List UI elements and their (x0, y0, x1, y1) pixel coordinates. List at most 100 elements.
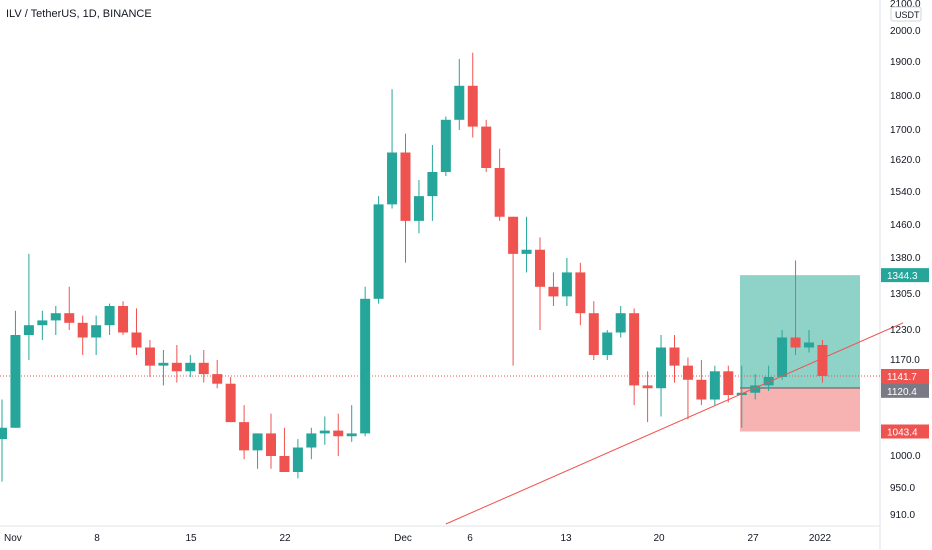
trend-line (445, 322, 904, 525)
candle-body (333, 430, 344, 437)
candle-body (306, 433, 317, 448)
candle-body (602, 332, 613, 355)
price-tick-label: 1170.0 (890, 355, 920, 366)
time-tick-label: Dec (394, 533, 412, 544)
target-price-tag-text: 1344.3 (887, 271, 918, 282)
candle-body (481, 126, 492, 168)
price-tick-label: 1700.0 (890, 125, 921, 136)
price-tick-label: 1800.0 (890, 91, 921, 102)
candle-body (723, 371, 734, 396)
entry-price-tag (881, 383, 929, 398)
candle-body (454, 85, 465, 120)
price-tick-label: 1000.0 (890, 451, 921, 462)
time-tick-label: 13 (560, 533, 572, 544)
candle-body (535, 249, 545, 287)
candle-body (131, 332, 142, 348)
candle-body (790, 337, 801, 348)
candle-body (212, 374, 223, 384)
candle-body (118, 306, 129, 333)
price-tick-label: 1900.0 (890, 57, 921, 68)
candle-body (360, 298, 371, 434)
candle-body (615, 313, 626, 333)
candle-body (669, 347, 680, 366)
price-tick-label: 1380.0 (890, 253, 921, 264)
price-tick-label: 1460.0 (890, 220, 921, 231)
candle-body (292, 447, 303, 472)
candle-body (521, 249, 532, 254)
candle-body (198, 362, 209, 375)
candle-body (656, 347, 667, 389)
candle-body (804, 342, 814, 348)
candle-body (91, 325, 102, 338)
candle-body (561, 272, 572, 297)
candle-body (588, 313, 599, 355)
time-tick-label: 22 (279, 533, 291, 544)
candle-body (494, 168, 505, 217)
price-tick-label: 1620.0 (890, 155, 921, 166)
unit-label: USDT (895, 10, 920, 20)
price-tick-label: 1540.0 (890, 187, 921, 198)
candle-body (696, 379, 707, 400)
candle-body (319, 430, 330, 434)
price-tick-label: 1230.0 (890, 325, 921, 336)
candle-body (548, 286, 559, 297)
candle-body (467, 85, 478, 127)
candle-body (37, 320, 48, 326)
candle-body (252, 433, 263, 451)
candle-body (346, 433, 357, 437)
candle-body (817, 345, 828, 376)
candle-body (709, 371, 720, 400)
price-tick-label: 950.0 (890, 483, 915, 494)
candle-body (440, 119, 451, 172)
candle-body (427, 172, 438, 197)
candle-body (629, 313, 640, 386)
price-tick-label: 1305.0 (890, 289, 921, 300)
candle-body (239, 422, 250, 451)
candle-body (104, 306, 115, 326)
price-tick-label: 910.0 (890, 510, 915, 521)
candle-body (50, 313, 61, 321)
time-tick-label: 2022 (809, 533, 832, 544)
candle-body (750, 385, 761, 393)
candle-body (64, 313, 75, 323)
chart-title: ILV / TetherUS, 1D, BINANCE (6, 8, 152, 20)
profit-zone (740, 275, 860, 389)
time-tick-label: 6 (467, 533, 473, 544)
last-price-tag-text: 1141.7 (887, 372, 917, 383)
candle-body (144, 347, 155, 366)
candle-body (400, 152, 411, 221)
candle-body (413, 196, 424, 221)
candle-body (642, 385, 653, 389)
target-price-tag (881, 268, 929, 283)
time-tick-label: 27 (747, 533, 759, 544)
time-tick-label: 8 (94, 533, 100, 544)
candle-body (763, 376, 774, 386)
candle-body (508, 216, 519, 254)
unit-box (890, 6, 922, 22)
time-tick-label: Nov (4, 533, 22, 544)
candle-body (279, 456, 290, 472)
time-tick-label: 15 (185, 533, 197, 544)
candle-body (171, 362, 182, 372)
candle-body (575, 272, 586, 314)
candle-body (387, 152, 398, 205)
candle-body (682, 365, 693, 380)
stop-price-tag-text: 1043.4 (887, 427, 918, 438)
candle-body (225, 383, 236, 423)
time-tick-label: 20 (653, 533, 665, 544)
candle-body (777, 337, 788, 377)
candle-body (373, 204, 384, 299)
price-tick-label: 2100.0 (890, 0, 921, 10)
stop-price-tag (881, 424, 929, 439)
price-tick-label: 2000.0 (890, 26, 921, 37)
candle-body (158, 362, 169, 366)
candle-body (185, 362, 196, 372)
loss-zone (740, 388, 860, 432)
candle-body (77, 322, 88, 338)
candle-body (266, 433, 276, 456)
candle-body (0, 427, 7, 440)
candle-body (23, 325, 34, 335)
candle-body (10, 335, 21, 428)
entry-price-tag-text: 1120.4 (887, 387, 917, 398)
